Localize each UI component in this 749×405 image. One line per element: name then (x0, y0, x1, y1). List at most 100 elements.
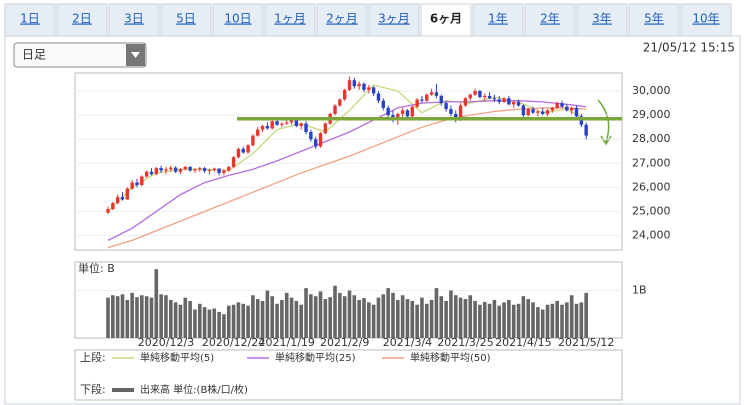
volume-bar (338, 292, 342, 338)
tab[interactable] (4, 3, 56, 37)
tab[interactable] (316, 3, 368, 37)
candle-body (396, 113, 400, 120)
candle-body (497, 99, 501, 102)
tab[interactable] (680, 3, 732, 37)
candle-body (106, 209, 110, 213)
tab[interactable] (420, 3, 472, 37)
tab[interactable] (472, 3, 524, 37)
y-tick-label: 26,000 (632, 180, 671, 193)
volume-bar (540, 309, 545, 338)
tab[interactable] (56, 3, 108, 37)
volume-bar (424, 303, 429, 338)
candle-body (115, 197, 120, 204)
candle-body (183, 166, 187, 170)
price-frame (74, 72, 623, 251)
candle-body (526, 109, 530, 116)
tab-label[interactable]: 1年 (488, 12, 508, 26)
volume-bar (458, 297, 463, 338)
volume-bar (420, 297, 424, 338)
volume-bar (555, 300, 559, 338)
tab-label[interactable]: 2ヶ月 (326, 12, 358, 26)
candle-body (154, 168, 158, 175)
tab-label[interactable]: 10年 (692, 12, 719, 26)
candle-body (560, 103, 564, 107)
tab-label[interactable]: 6ヶ月 (430, 12, 462, 26)
tab-label[interactable]: 1日 (20, 12, 40, 26)
candle-body (313, 139, 318, 147)
candle-body (251, 135, 255, 146)
candle-body (120, 197, 125, 200)
y-tick-label: 29,000 (632, 108, 671, 121)
candle-body (429, 92, 434, 95)
tab[interactable] (368, 3, 420, 37)
volume-bar (371, 304, 376, 338)
volume-bar (473, 300, 477, 338)
candle-body (463, 98, 468, 106)
candle-body (125, 188, 130, 200)
volume-bar (289, 297, 294, 338)
tab[interactable] (628, 3, 680, 37)
volume-bar (429, 300, 434, 338)
tab[interactable] (212, 3, 264, 37)
volume-bar (521, 296, 526, 338)
candle-body (386, 107, 390, 116)
candle-body (260, 125, 265, 130)
tab-label[interactable]: 2年 (540, 12, 560, 26)
volume-bar (569, 295, 574, 338)
volume-bar (482, 301, 487, 338)
candle-body (231, 157, 236, 167)
tab-label[interactable]: 1ヶ月 (274, 12, 306, 26)
candle-body (574, 107, 579, 117)
volume-bar (396, 300, 400, 338)
volume-bar (135, 297, 139, 338)
tab[interactable] (576, 3, 628, 37)
tab-label[interactable]: 5年 (644, 12, 664, 26)
candle-body (207, 170, 212, 172)
volume-bar (299, 304, 303, 338)
volume-bar (468, 295, 473, 338)
candle-body (449, 109, 453, 114)
candle-body (371, 87, 376, 94)
period-dropdown[interactable] (13, 42, 147, 68)
candle-body (333, 105, 337, 114)
candle-body (376, 93, 381, 101)
candle-body (289, 119, 294, 123)
ma-line (107, 107, 587, 249)
tab-label[interactable]: 10日 (224, 12, 251, 26)
volume-bar (173, 302, 178, 338)
candle-body (159, 168, 163, 171)
volume-bar (304, 288, 308, 338)
y-tick-label: 27,000 (632, 156, 671, 169)
legend-frame (74, 349, 623, 401)
tab[interactable] (160, 3, 212, 37)
tab[interactable] (524, 3, 576, 37)
candle-body (193, 169, 197, 171)
legend-label: 出来高 単位:(B株/口/枚) (140, 383, 248, 396)
candle-body (241, 148, 245, 153)
volume-bar (217, 311, 221, 338)
tab-label[interactable]: 3日 (124, 12, 144, 26)
candle-body (304, 123, 308, 132)
candle-body (410, 106, 414, 117)
candle-body (444, 103, 448, 110)
volume-bar (275, 303, 279, 338)
volume-bar (376, 297, 381, 338)
candle-body (280, 123, 284, 125)
tab-label[interactable]: 2日 (72, 12, 92, 26)
volume-bar (246, 305, 250, 338)
tab[interactable] (108, 3, 160, 37)
candle-body (144, 171, 149, 177)
volume-bar (111, 295, 115, 338)
tab[interactable] (264, 3, 316, 37)
candle-body (492, 98, 497, 100)
candle-body (502, 98, 506, 102)
y-tick-label: 30,000 (632, 84, 671, 97)
tab-label[interactable]: 3ヶ月 (378, 12, 410, 26)
tab-label[interactable]: 3年 (592, 12, 612, 26)
candle-body (507, 98, 511, 105)
volume-bar (492, 300, 497, 338)
tab-label[interactable]: 5日 (176, 12, 196, 26)
x-tick-label: 2020/12/24 (202, 336, 265, 349)
volume-bar (579, 302, 584, 338)
